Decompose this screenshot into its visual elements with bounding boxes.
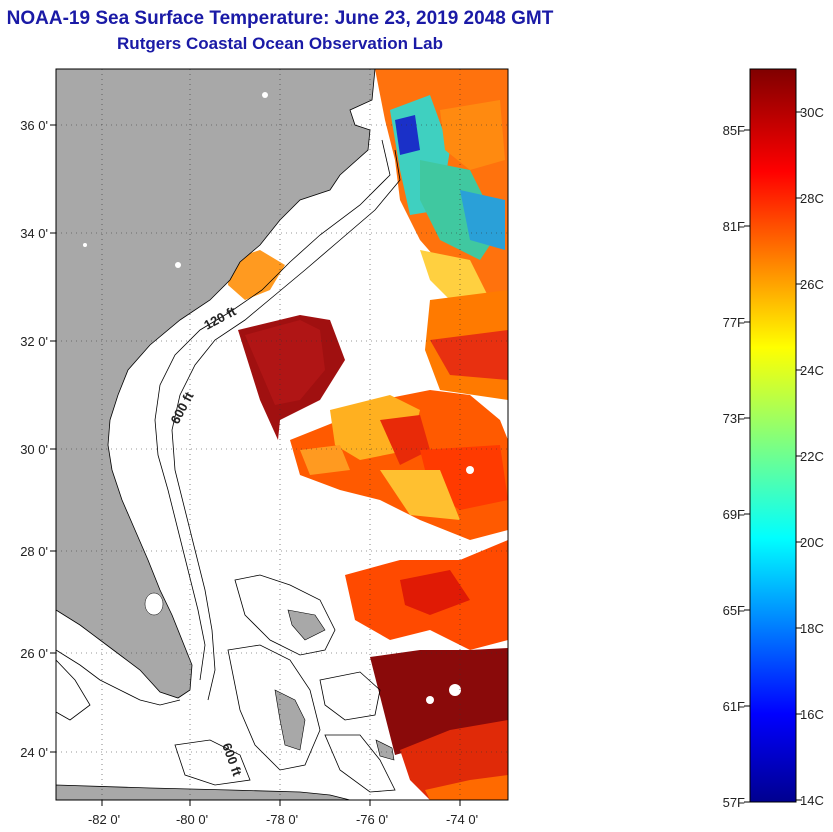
lon-label: -76 0' xyxy=(356,812,388,827)
lat-label: 34 0' xyxy=(20,226,48,241)
axis-ticks xyxy=(50,124,461,806)
latitude-labels: 36 0' 34 0' 32 0' 30 0' 28 0' 26 0' 24 0… xyxy=(20,118,48,760)
exuma-island xyxy=(375,739,395,761)
graticule xyxy=(56,69,508,800)
cuba xyxy=(56,784,351,800)
longitude-labels: -82 0' -80 0' -78 0' -76 0' -74 0' xyxy=(88,812,478,827)
lat-label: 30 0' xyxy=(20,442,48,457)
lake-okeechobee xyxy=(144,592,164,616)
sst-data-layer xyxy=(228,69,508,800)
us-mainland xyxy=(56,69,376,699)
lon-label: -74 0' xyxy=(446,812,478,827)
lat-label: 24 0' xyxy=(20,745,48,760)
lon-label: -78 0' xyxy=(266,812,298,827)
lon-label: -80 0' xyxy=(176,812,208,827)
lat-label: 36 0' xyxy=(20,118,48,133)
land-layer xyxy=(56,69,395,800)
lat-label: 28 0' xyxy=(20,544,48,559)
chart-title: NOAA-19 Sea Surface Temperature: June 23… xyxy=(6,8,554,29)
lat-label: 32 0' xyxy=(20,334,48,349)
chart-subtitle: Rutgers Coastal Ocean Observation Lab xyxy=(117,34,443,53)
map-frame xyxy=(55,68,509,801)
bathymetry-contours xyxy=(56,139,401,793)
lon-label: -82 0' xyxy=(88,812,120,827)
lat-label: 26 0' xyxy=(20,646,48,661)
grand-bahama xyxy=(287,609,326,641)
